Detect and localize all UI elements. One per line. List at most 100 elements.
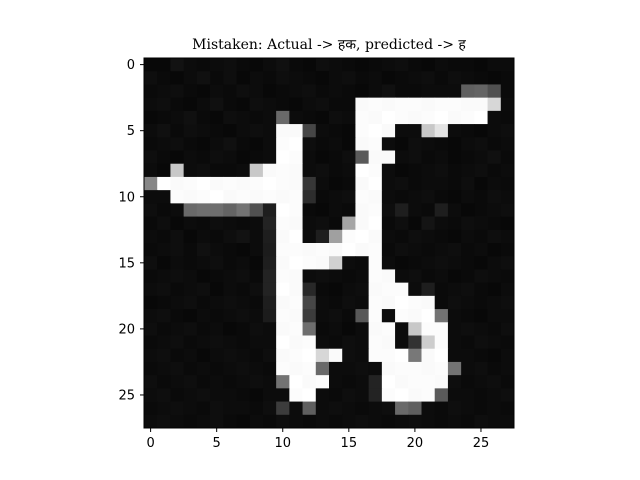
- heatmap-cell: [236, 401, 251, 416]
- heatmap-cell: [461, 190, 475, 204]
- heatmap-cell: [302, 361, 317, 376]
- heatmap-cell: [262, 375, 277, 389]
- heatmap-cell: [447, 58, 462, 72]
- heatmap-cell: [223, 124, 237, 138]
- heatmap-cell: [329, 71, 343, 85]
- heatmap-cell: [210, 269, 224, 284]
- heatmap-cell: [342, 388, 356, 402]
- heatmap-cell: [157, 269, 171, 284]
- heatmap-cell: [342, 176, 356, 191]
- heatmap-cell: [223, 243, 237, 257]
- heatmap-cell: [249, 309, 264, 323]
- heatmap-cell: [170, 295, 185, 310]
- heatmap-cell: [342, 71, 356, 85]
- heatmap-cell: [183, 295, 198, 310]
- heatmap-cell: [368, 335, 383, 350]
- heatmap-cell: [183, 71, 198, 85]
- heatmap-cell: [236, 295, 251, 310]
- heatmap-cell: [500, 309, 515, 323]
- heatmap-cell: [302, 256, 317, 270]
- heatmap-cell: [157, 150, 171, 165]
- heatmap-cell: [487, 190, 502, 204]
- heatmap-cell: [183, 282, 198, 297]
- heatmap-cell: [329, 110, 343, 125]
- heatmap-cell: [395, 348, 409, 363]
- heatmap-cell: [342, 216, 356, 231]
- heatmap-cell: [302, 203, 317, 217]
- heatmap-cell: [315, 348, 330, 363]
- heatmap-cell: [223, 163, 237, 178]
- heatmap-cell: [196, 243, 211, 257]
- heatmap-cell: [408, 97, 422, 112]
- heatmap-cell: [395, 110, 409, 125]
- heatmap-cell: [302, 322, 317, 336]
- heatmap-cell: [487, 243, 502, 257]
- heatmap-cell: [315, 203, 330, 217]
- heatmap-cell: [461, 110, 475, 125]
- heatmap-cell: [381, 84, 396, 99]
- heatmap-cell: [368, 401, 383, 416]
- heatmap-cell: [447, 150, 462, 165]
- heatmap-cell: [183, 361, 198, 376]
- heatmap-cell: [144, 97, 158, 112]
- heatmap-cell: [381, 414, 396, 429]
- heatmap-cell: [315, 322, 330, 336]
- heatmap-cell: [236, 58, 251, 72]
- heatmap-cell: [434, 375, 449, 389]
- heatmap-cell: [461, 84, 475, 99]
- heatmap-cell: [289, 150, 303, 165]
- heatmap-cell: [210, 322, 224, 336]
- heatmap-cell: [447, 401, 462, 416]
- heatmap-cell: [474, 150, 488, 165]
- heatmap-cell: [487, 401, 502, 416]
- heatmap-cell: [302, 216, 317, 231]
- heatmap-cell: [381, 243, 396, 257]
- heatmap-cell: [474, 124, 488, 138]
- heatmap-cell: [157, 84, 171, 99]
- heatmap-cell: [144, 282, 158, 297]
- heatmap-cell: [183, 58, 198, 72]
- heatmap-cell: [223, 269, 237, 284]
- heatmap-cell: [395, 388, 409, 402]
- heatmap-cell: [355, 269, 370, 284]
- heatmap-cell: [329, 176, 343, 191]
- heatmap-cell: [381, 282, 396, 297]
- heatmap-cell: [170, 84, 185, 99]
- heatmap-cell: [236, 124, 251, 138]
- heatmap-cell: [223, 309, 237, 323]
- heatmap-cell: [329, 243, 343, 257]
- heatmap-cell: [170, 282, 185, 297]
- heatmap-cell: [474, 190, 488, 204]
- heatmap-cell: [408, 229, 422, 244]
- heatmap-cell: [262, 163, 277, 178]
- heatmap-cell: [329, 229, 343, 244]
- heatmap-cell: [236, 282, 251, 297]
- heatmap-cell: [395, 124, 409, 138]
- heatmap-cell: [170, 361, 185, 376]
- heatmap-cell: [249, 58, 264, 72]
- heatmap-cell: [355, 401, 370, 416]
- heatmap-cell: [500, 414, 515, 429]
- heatmap-cell: [447, 295, 462, 310]
- heatmap-cell: [355, 84, 370, 99]
- heatmap-cell: [408, 322, 422, 336]
- heatmap-cell: [474, 414, 488, 429]
- heatmap-cell: [368, 58, 383, 72]
- heatmap-cell: [262, 414, 277, 429]
- heatmap-cell: [183, 137, 198, 151]
- heatmap-cell: [236, 269, 251, 284]
- heatmap-cell: [315, 361, 330, 376]
- heatmap-cell: [395, 137, 409, 151]
- heatmap-cell: [289, 375, 303, 389]
- heatmap-cell: [434, 203, 449, 217]
- heatmap-cell: [262, 216, 277, 231]
- heatmap-cell: [421, 137, 436, 151]
- heatmap-cell: [276, 348, 290, 363]
- heatmap-cell: [434, 216, 449, 231]
- heatmap-cell: [157, 71, 171, 85]
- heatmap-cell: [210, 361, 224, 376]
- heatmap-cell: [210, 137, 224, 151]
- heatmap-cell: [196, 71, 211, 85]
- heatmap-cell: [355, 150, 370, 165]
- heatmap-cell: [262, 150, 277, 165]
